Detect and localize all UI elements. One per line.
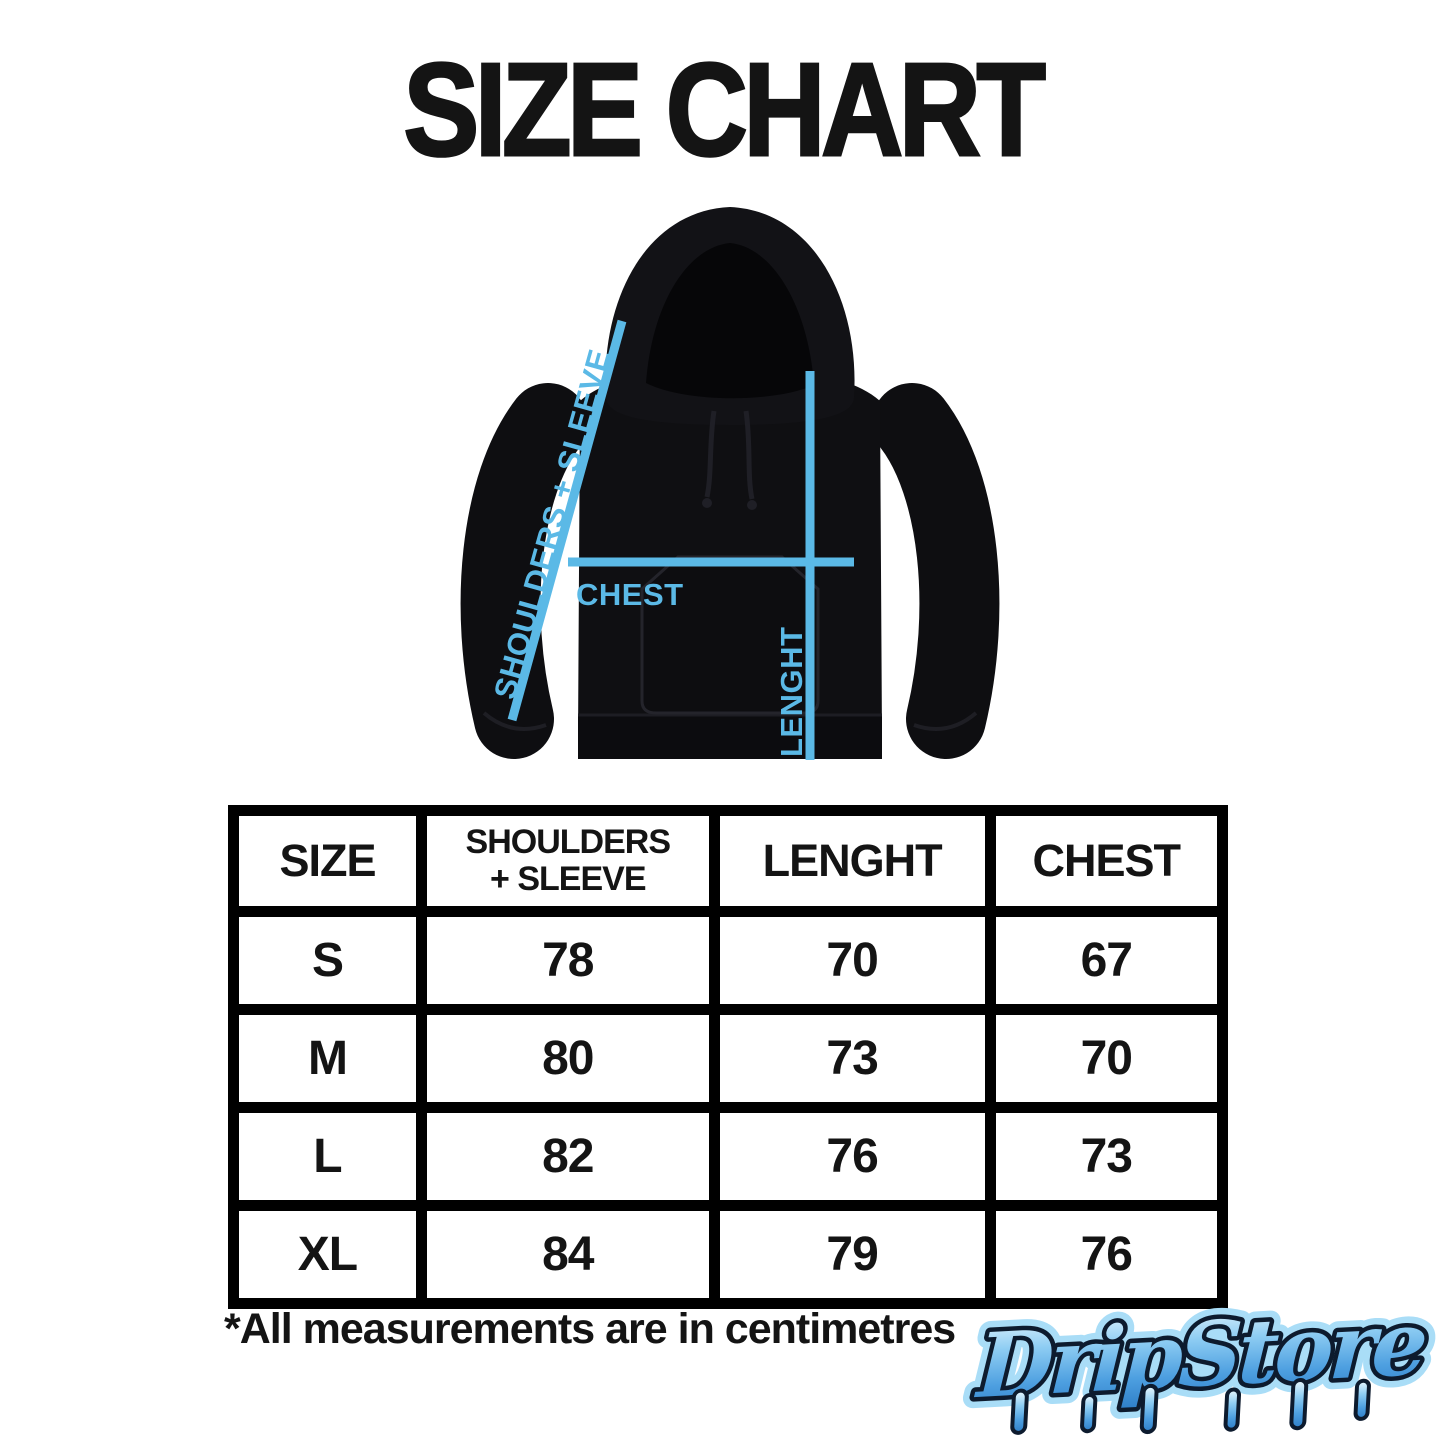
cell-chest: 67 (984, 906, 1229, 1015)
cell-shoulders-sleeve: 84 (415, 1200, 720, 1309)
cell-shoulders-sleeve: 82 (415, 1102, 720, 1211)
right-drawstring-tip (747, 500, 757, 510)
column-header-shoulders-sleeve: SHOULDERS + SLEEVE (415, 805, 720, 917)
label-chest: CHEST (576, 577, 684, 612)
column-header-length: LENGHT (708, 805, 996, 917)
cell-chest: 76 (984, 1200, 1229, 1309)
hoodie-right-sleeve (872, 383, 1000, 759)
dripstore-logo-art: DripStore DripStore DripStore (961, 1279, 1438, 1435)
table-row-s: S 78 70 67 (228, 906, 1229, 1015)
table-row-l: L 82 76 73 (228, 1102, 1229, 1211)
cell-length: 73 (708, 1004, 996, 1113)
left-drawstring-tip (702, 498, 712, 508)
cell-size: XL (228, 1200, 427, 1309)
left-cuff-seam (482, 711, 547, 731)
dripstore-logo: DripStore DripStore DripStore (960, 1279, 1438, 1445)
cell-shoulders-sleeve: 78 (415, 906, 720, 1015)
label-length: LENGHT (774, 627, 809, 757)
page-title: SIZE CHART (402, 35, 1047, 185)
size-table: SIZE SHOULDERS + SLEEVE LENGHT CHEST S 7… (228, 805, 1229, 1309)
cell-chest: 70 (984, 1004, 1229, 1113)
cell-shoulders-sleeve: 80 (415, 1004, 720, 1113)
table-row-m: M 80 73 70 (228, 1004, 1229, 1113)
cell-chest: 73 (984, 1102, 1229, 1211)
cell-size: S (228, 906, 427, 1015)
cell-size: L (228, 1102, 427, 1211)
cell-length: 79 (708, 1200, 996, 1309)
logo-fill: DripStore (972, 1293, 1428, 1418)
cell-size: M (228, 1004, 427, 1113)
cell-length: 76 (708, 1102, 996, 1211)
hoodie-left-sleeve (460, 383, 588, 759)
footnote: *All measurements are in centimetres (224, 1305, 956, 1353)
hood-opening (646, 243, 814, 399)
right-drawstring (743, 410, 755, 500)
column-header-chest: CHEST (984, 805, 1229, 917)
right-cuff-seam (913, 711, 978, 731)
cell-length: 70 (708, 906, 996, 1015)
hem-ribbing (578, 715, 882, 759)
logo-drips (1010, 1377, 1371, 1435)
hoodie-diagram: SHOULDERS + SLEEVE CHEST LENGHT (430, 185, 1030, 805)
table-header-row: SIZE SHOULDERS + SLEEVE LENGHT CHEST (228, 805, 1229, 917)
left-drawstring (704, 410, 717, 498)
table-row-xl: XL 84 79 76 (228, 1200, 1229, 1309)
hoodie-illustration: SHOULDERS + SLEEVE CHEST LENGHT (460, 207, 1000, 760)
kangaroo-pocket (640, 555, 820, 715)
measurement-line-shoulders-sleeve (507, 319, 627, 722)
column-header-size: SIZE (228, 805, 427, 917)
